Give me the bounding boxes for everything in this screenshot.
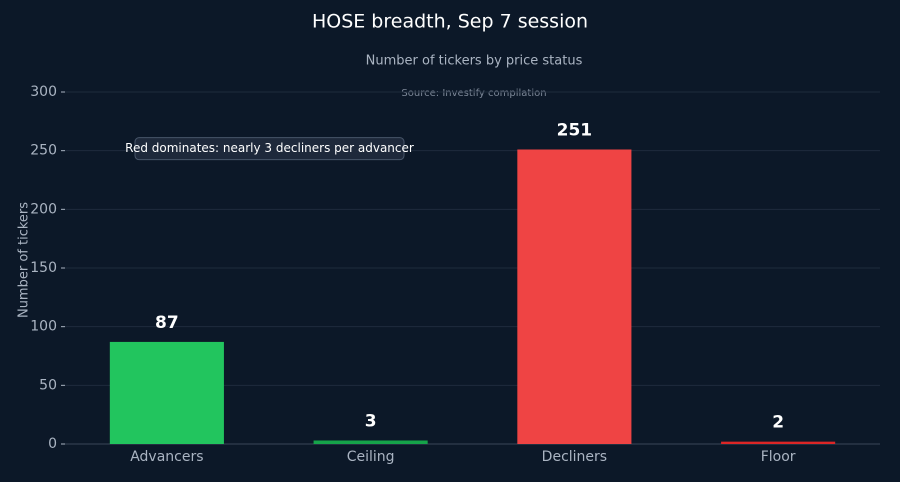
data-label: 251 — [557, 120, 593, 140]
y-tick-label: 200 — [30, 201, 57, 217]
x-tick-label: Advancers — [130, 449, 203, 465]
data-label: 87 — [155, 313, 179, 333]
x-tick-label: Floor — [761, 449, 796, 465]
chart-title: HOSE breadth, Sep 7 session — [312, 11, 588, 33]
y-tick-label: 150 — [30, 260, 57, 276]
y-tick-label: 0 — [48, 436, 57, 452]
annotation-text: Red dominates: nearly 3 decliners per ad… — [125, 141, 414, 155]
bar — [109, 341, 224, 444]
bar — [313, 440, 428, 444]
data-label: 3 — [365, 411, 377, 431]
data-label: 2 — [772, 413, 784, 433]
x-tick-label: Decliners — [542, 449, 607, 465]
y-tick-label: 100 — [30, 319, 57, 335]
source-note: Source: Investify compilation — [401, 88, 546, 99]
chart-subtitle: Number of tickers by price status — [366, 54, 583, 69]
y-tick-label: 300 — [30, 84, 57, 100]
x-tick-label: Ceiling — [347, 449, 395, 465]
y-tick-label: 250 — [30, 143, 57, 159]
bar — [517, 149, 632, 444]
annotation: Red dominates: nearly 3 decliners per ad… — [125, 137, 414, 161]
y-tick-label: 50 — [39, 377, 57, 393]
annotation-box — [134, 137, 405, 161]
y-axis-label: Number of tickers — [17, 202, 32, 318]
bar — [721, 441, 836, 444]
